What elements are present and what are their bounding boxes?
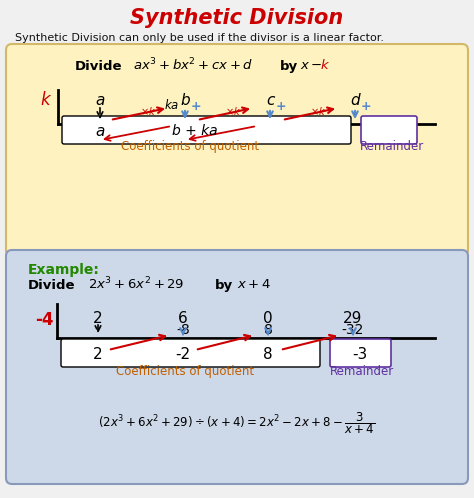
- FancyBboxPatch shape: [61, 339, 320, 367]
- Text: 2: 2: [93, 310, 103, 326]
- Text: Remainder: Remainder: [360, 139, 424, 152]
- FancyBboxPatch shape: [330, 339, 391, 367]
- Text: +: +: [191, 100, 201, 113]
- Text: Divide: Divide: [75, 59, 122, 73]
- Text: $k$: $k$: [40, 91, 52, 109]
- Text: Synthetic Division: Synthetic Division: [130, 8, 344, 28]
- Text: 0: 0: [263, 310, 273, 326]
- Text: Divide: Divide: [28, 278, 75, 291]
- Text: Remainder: Remainder: [330, 365, 394, 377]
- Text: -32: -32: [342, 323, 364, 337]
- Text: a: a: [95, 124, 105, 138]
- Text: 2: 2: [93, 347, 103, 362]
- Text: b + ka: b + ka: [172, 124, 218, 138]
- Text: 29: 29: [343, 310, 363, 326]
- Text: by: by: [280, 59, 298, 73]
- Text: $x+4$: $x+4$: [237, 277, 271, 290]
- Text: Coefficients of quotient: Coefficients of quotient: [121, 139, 259, 152]
- Text: a: a: [95, 93, 105, 108]
- Text: by: by: [215, 278, 233, 291]
- Text: c: c: [266, 93, 274, 108]
- Text: 8: 8: [263, 347, 273, 362]
- Text: 6: 6: [178, 310, 188, 326]
- Text: $2x^3+6x^2+29$: $2x^3+6x^2+29$: [88, 276, 184, 292]
- Text: $ka$: $ka$: [164, 98, 180, 112]
- Text: $\times k$: $\times k$: [140, 105, 156, 117]
- Text: -3: -3: [352, 347, 368, 362]
- Text: b: b: [180, 93, 190, 108]
- Text: $(2x^3+6x^2+29)\div(x+4)=2x^2-2x+8-\dfrac{3}{x+4}$: $(2x^3+6x^2+29)\div(x+4)=2x^2-2x+8-\dfra…: [98, 410, 376, 436]
- Text: Example:: Example:: [28, 263, 100, 277]
- Text: Coefficients of quotient: Coefficients of quotient: [116, 365, 254, 377]
- Text: $x-$: $x-$: [300, 58, 322, 72]
- FancyBboxPatch shape: [6, 250, 468, 484]
- Text: -4: -4: [35, 311, 53, 329]
- Text: $k$: $k$: [320, 58, 330, 72]
- Text: Synthetic Division can only be used if the divisor is a linear factor.: Synthetic Division can only be used if t…: [15, 33, 384, 43]
- FancyBboxPatch shape: [6, 44, 468, 256]
- Text: 8: 8: [264, 323, 273, 337]
- Text: $ax^3+bx^2+cx+d$: $ax^3+bx^2+cx+d$: [133, 57, 253, 73]
- Text: -8: -8: [176, 323, 190, 337]
- Text: $\times k$: $\times k$: [225, 105, 241, 117]
- Text: d: d: [350, 93, 360, 108]
- Text: +: +: [276, 100, 286, 113]
- Text: -2: -2: [175, 347, 191, 362]
- FancyBboxPatch shape: [62, 116, 351, 144]
- Text: $\times k$: $\times k$: [310, 105, 326, 117]
- Text: +: +: [361, 100, 371, 113]
- FancyBboxPatch shape: [361, 116, 417, 144]
